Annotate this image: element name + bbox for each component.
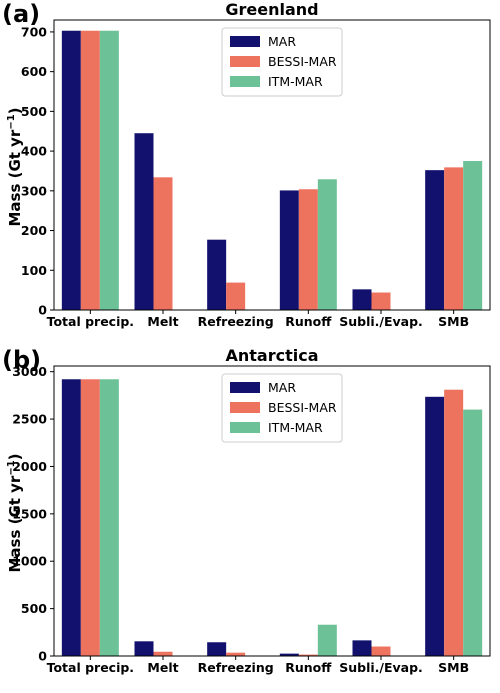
greenland-bar-mar-melt	[134, 133, 154, 310]
antarctica-y-tick-label-2000: 2000	[12, 459, 47, 474]
antarctica-bar-bessi-mar-total-precip	[80, 379, 100, 656]
antarctica-bar-mar-runoff	[279, 653, 299, 656]
greenland-legend-swatch-itm-mar	[230, 76, 260, 87]
greenland-bar-mar-total-precip	[61, 30, 81, 311]
antarctica-bar-itm-mar-runoff	[317, 624, 337, 656]
greenland-y-tick-label-0: 0	[38, 303, 47, 318]
greenland-y-axis-label: Mass (Gt yr−1)	[6, 107, 24, 226]
greenland-legend-label-itm-mar: ITM-MAR	[268, 74, 323, 89]
antarctica-y-axis-label: Mass (Gt yr−1)	[6, 453, 24, 572]
antarctica-legend-swatch-mar	[230, 382, 260, 393]
greenland-bar-bessi-mar-subli-evap	[371, 292, 391, 310]
antarctica-bar-itm-mar-smb	[463, 409, 483, 656]
greenland-x-tick-label-subli-evap: Subli./Evap.	[339, 314, 423, 329]
greenland-y-tick-label-100: 100	[21, 263, 47, 278]
greenland-bar-bessi-mar-runoff	[298, 189, 318, 310]
antarctica-bar-bessi-mar-runoff	[298, 654, 318, 656]
antarctica-bar-itm-mar-total-precip	[99, 379, 119, 656]
greenland-chart-panel: (a) Greenland Total precip. Melt Refreezing R…	[0, 0, 500, 346]
greenland-bar-bessi-mar-smb	[444, 167, 464, 310]
greenland-legend: MAR BESSI-MAR ITM-MAR	[221, 27, 343, 97]
greenland-y-tick-label-300: 300	[21, 183, 47, 198]
greenland-bar-bessi-mar-total-precip	[80, 30, 100, 311]
antarctica-x-tick-label-refreezing: Refreezing	[198, 660, 274, 675]
greenland-x-tick-label-refreezing: Refreezing	[198, 314, 274, 329]
greenland-bar-mar-smb	[425, 170, 445, 310]
antarctica-bar-bessi-mar-subli-evap	[371, 646, 391, 656]
antarctica-x-tick-label-subli-evap: Subli./Evap.	[339, 660, 423, 675]
antarctica-legend-label-itm-mar: ITM-MAR	[268, 420, 323, 435]
antarctica-x-tick-label-melt: Melt	[147, 660, 178, 675]
antarctica-legend-label-bessi-mar: BESSI-MAR	[268, 400, 337, 415]
antarctica-y-tick-label-3000: 3000	[12, 364, 47, 379]
greenland-legend-swatch-bessi-mar	[230, 56, 260, 67]
greenland-bar-mar-runoff	[279, 190, 299, 310]
antarctica-y-tick-label-2500: 2500	[12, 412, 47, 427]
antarctica-y-tick-label-0: 0	[38, 649, 47, 664]
greenland-legend-swatch-mar	[230, 36, 260, 47]
antarctica-chart-title: Antarctica	[225, 346, 318, 365]
antarctica-y-tick-label-1500: 1500	[12, 506, 47, 521]
antarctica-bar-bessi-mar-smb	[444, 389, 464, 656]
antarctica-x-tick-label-smb: SMB	[438, 660, 469, 675]
antarctica-legend-label-mar: MAR	[268, 380, 296, 395]
greenland-x-tick-label-total-precip: Total precip.	[47, 314, 134, 329]
greenland-x-tick-label-smb: SMB	[438, 314, 469, 329]
antarctica-bar-mar-refreezing	[207, 642, 227, 656]
antarctica-y-tick-label-1000: 1000	[12, 554, 47, 569]
greenland-legend-label-bessi-mar: BESSI-MAR	[268, 54, 337, 69]
greenland-bar-bessi-mar-melt	[153, 177, 173, 310]
antarctica-bar-mar-subli-evap	[352, 640, 372, 656]
greenland-y-tick-label-700: 700	[21, 24, 47, 39]
antarctica-chart-panel: (b) Antarctica Total precip. Melt Refreezing…	[0, 346, 500, 692]
greenland-y-tick-label-500: 500	[21, 104, 47, 119]
greenland-legend-label-mar: MAR	[268, 34, 296, 49]
antarctica-bar-mar-melt	[134, 641, 154, 656]
antarctica-legend: MAR BESSI-MAR ITM-MAR	[221, 373, 343, 443]
antarctica-plot-frame	[53, 365, 491, 657]
greenland-bar-mar-subli-evap	[352, 289, 372, 310]
greenland-plot-frame	[53, 19, 491, 311]
greenland-bar-itm-mar-runoff	[317, 179, 337, 310]
antarctica-bar-mar-total-precip	[61, 379, 81, 656]
greenland-y-tick-label-200: 200	[21, 223, 47, 238]
greenland-chart-title: Greenland	[225, 0, 318, 19]
antarctica-bar-chart: (b) Antarctica Total precip. Melt Refreezing…	[2, 346, 491, 675]
greenland-x-tick-label-melt: Melt	[147, 314, 178, 329]
greenland-bar-itm-mar-smb	[463, 161, 483, 310]
antarctica-x-tick-label-total-precip: Total precip.	[47, 660, 134, 675]
greenland-y-tick-label-400: 400	[21, 144, 47, 159]
antarctica-bar-bessi-mar-melt	[153, 651, 173, 656]
greenland-x-tick-label-runoff: Runoff	[285, 314, 332, 329]
greenland-panel-label: (a)	[2, 0, 40, 28]
greenland-bar-itm-mar-total-precip	[99, 30, 119, 311]
greenland-y-tick-label-600: 600	[21, 64, 47, 79]
greenland-bar-chart: (a) Greenland Total precip. Melt Refreezing R…	[2, 0, 491, 329]
greenland-bar-bessi-mar-refreezing	[226, 282, 246, 310]
antarctica-legend-swatch-itm-mar	[230, 422, 260, 433]
greenland-bar-mar-refreezing	[207, 239, 227, 310]
antarctica-legend-swatch-bessi-mar	[230, 402, 260, 413]
antarctica-bar-mar-smb	[425, 396, 445, 656]
antarctica-bar-bessi-mar-refreezing	[226, 652, 246, 656]
antarctica-x-tick-label-runoff: Runoff	[285, 660, 332, 675]
antarctica-panel-label: (b)	[2, 346, 41, 374]
antarctica-y-tick-label-500: 500	[21, 601, 47, 616]
